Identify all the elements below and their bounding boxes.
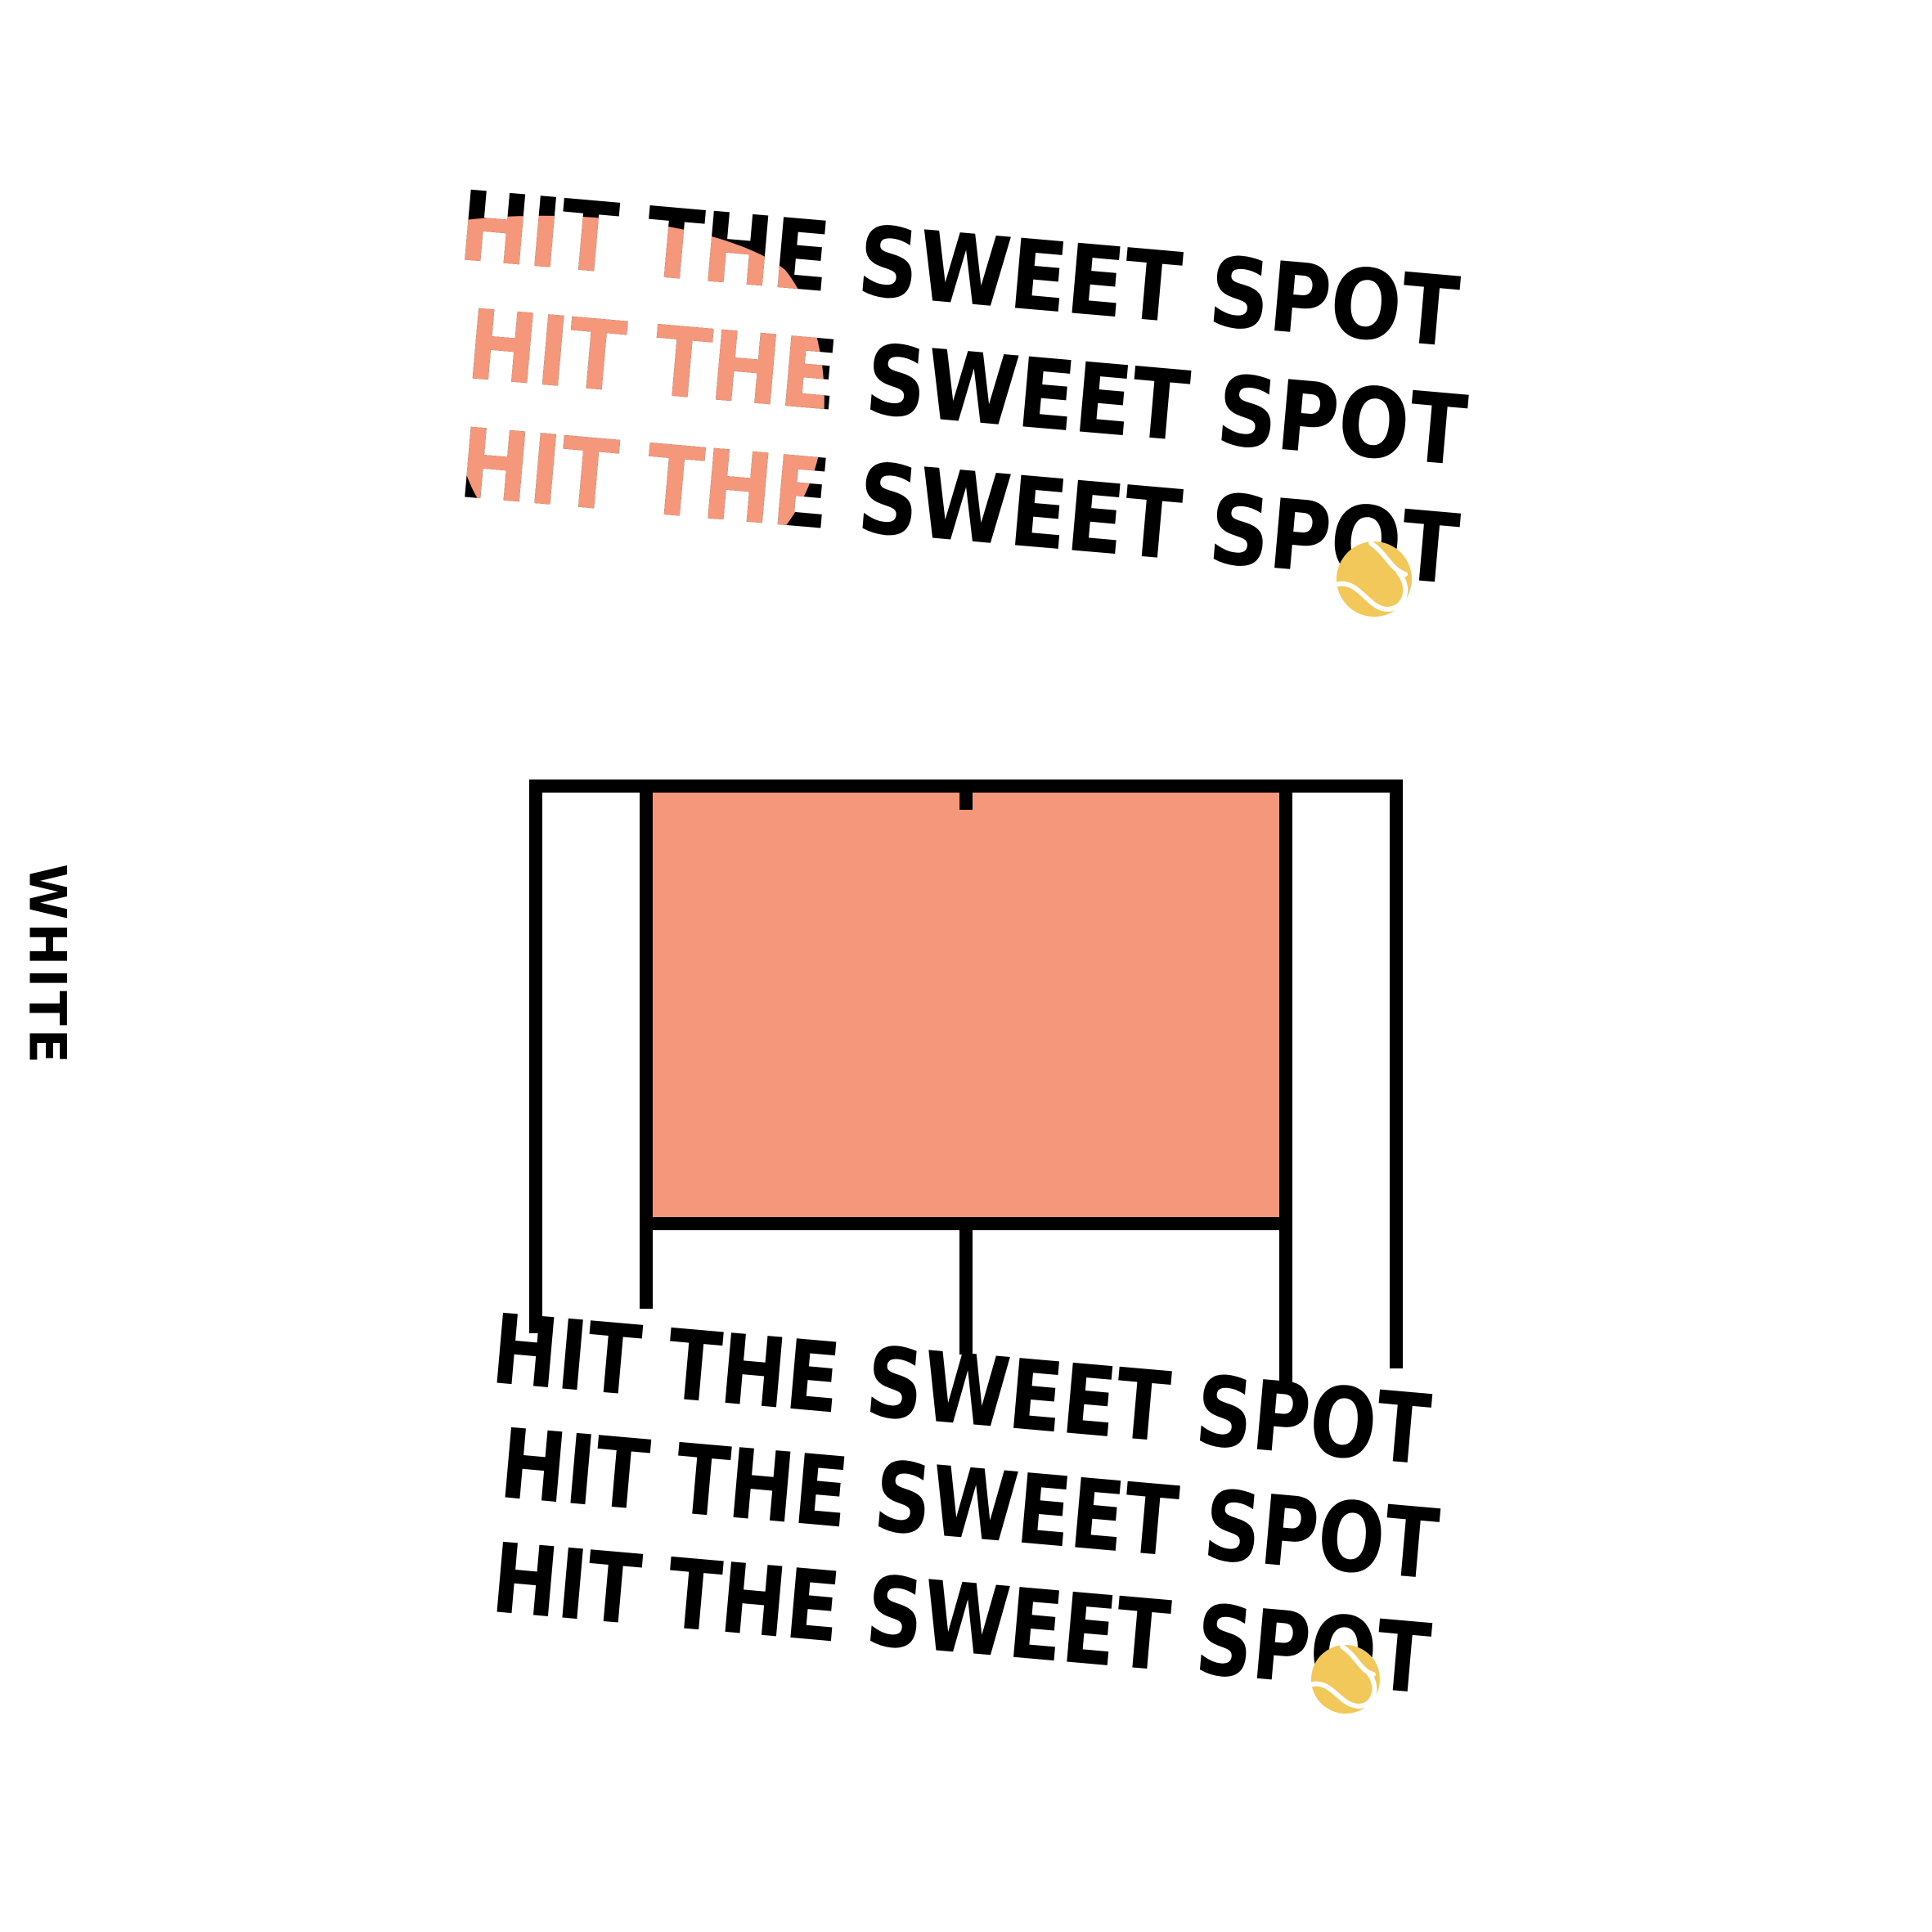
top-text-block: HIT THE SWEET SPOT HIT THE SWEET SPOT HI… <box>455 169 1471 617</box>
bottom-text-block: HIT THE SWEET SPOT HIT THE SWEET SPOT HI… <box>487 1292 1443 1716</box>
tennis-court-illustration <box>529 780 1403 1392</box>
side-label: WHITE <box>17 864 78 1067</box>
tennis-ball-icon <box>1310 1644 1380 1714</box>
service-box-fill <box>646 786 1286 1217</box>
tennis-ball-icon <box>1336 541 1412 617</box>
